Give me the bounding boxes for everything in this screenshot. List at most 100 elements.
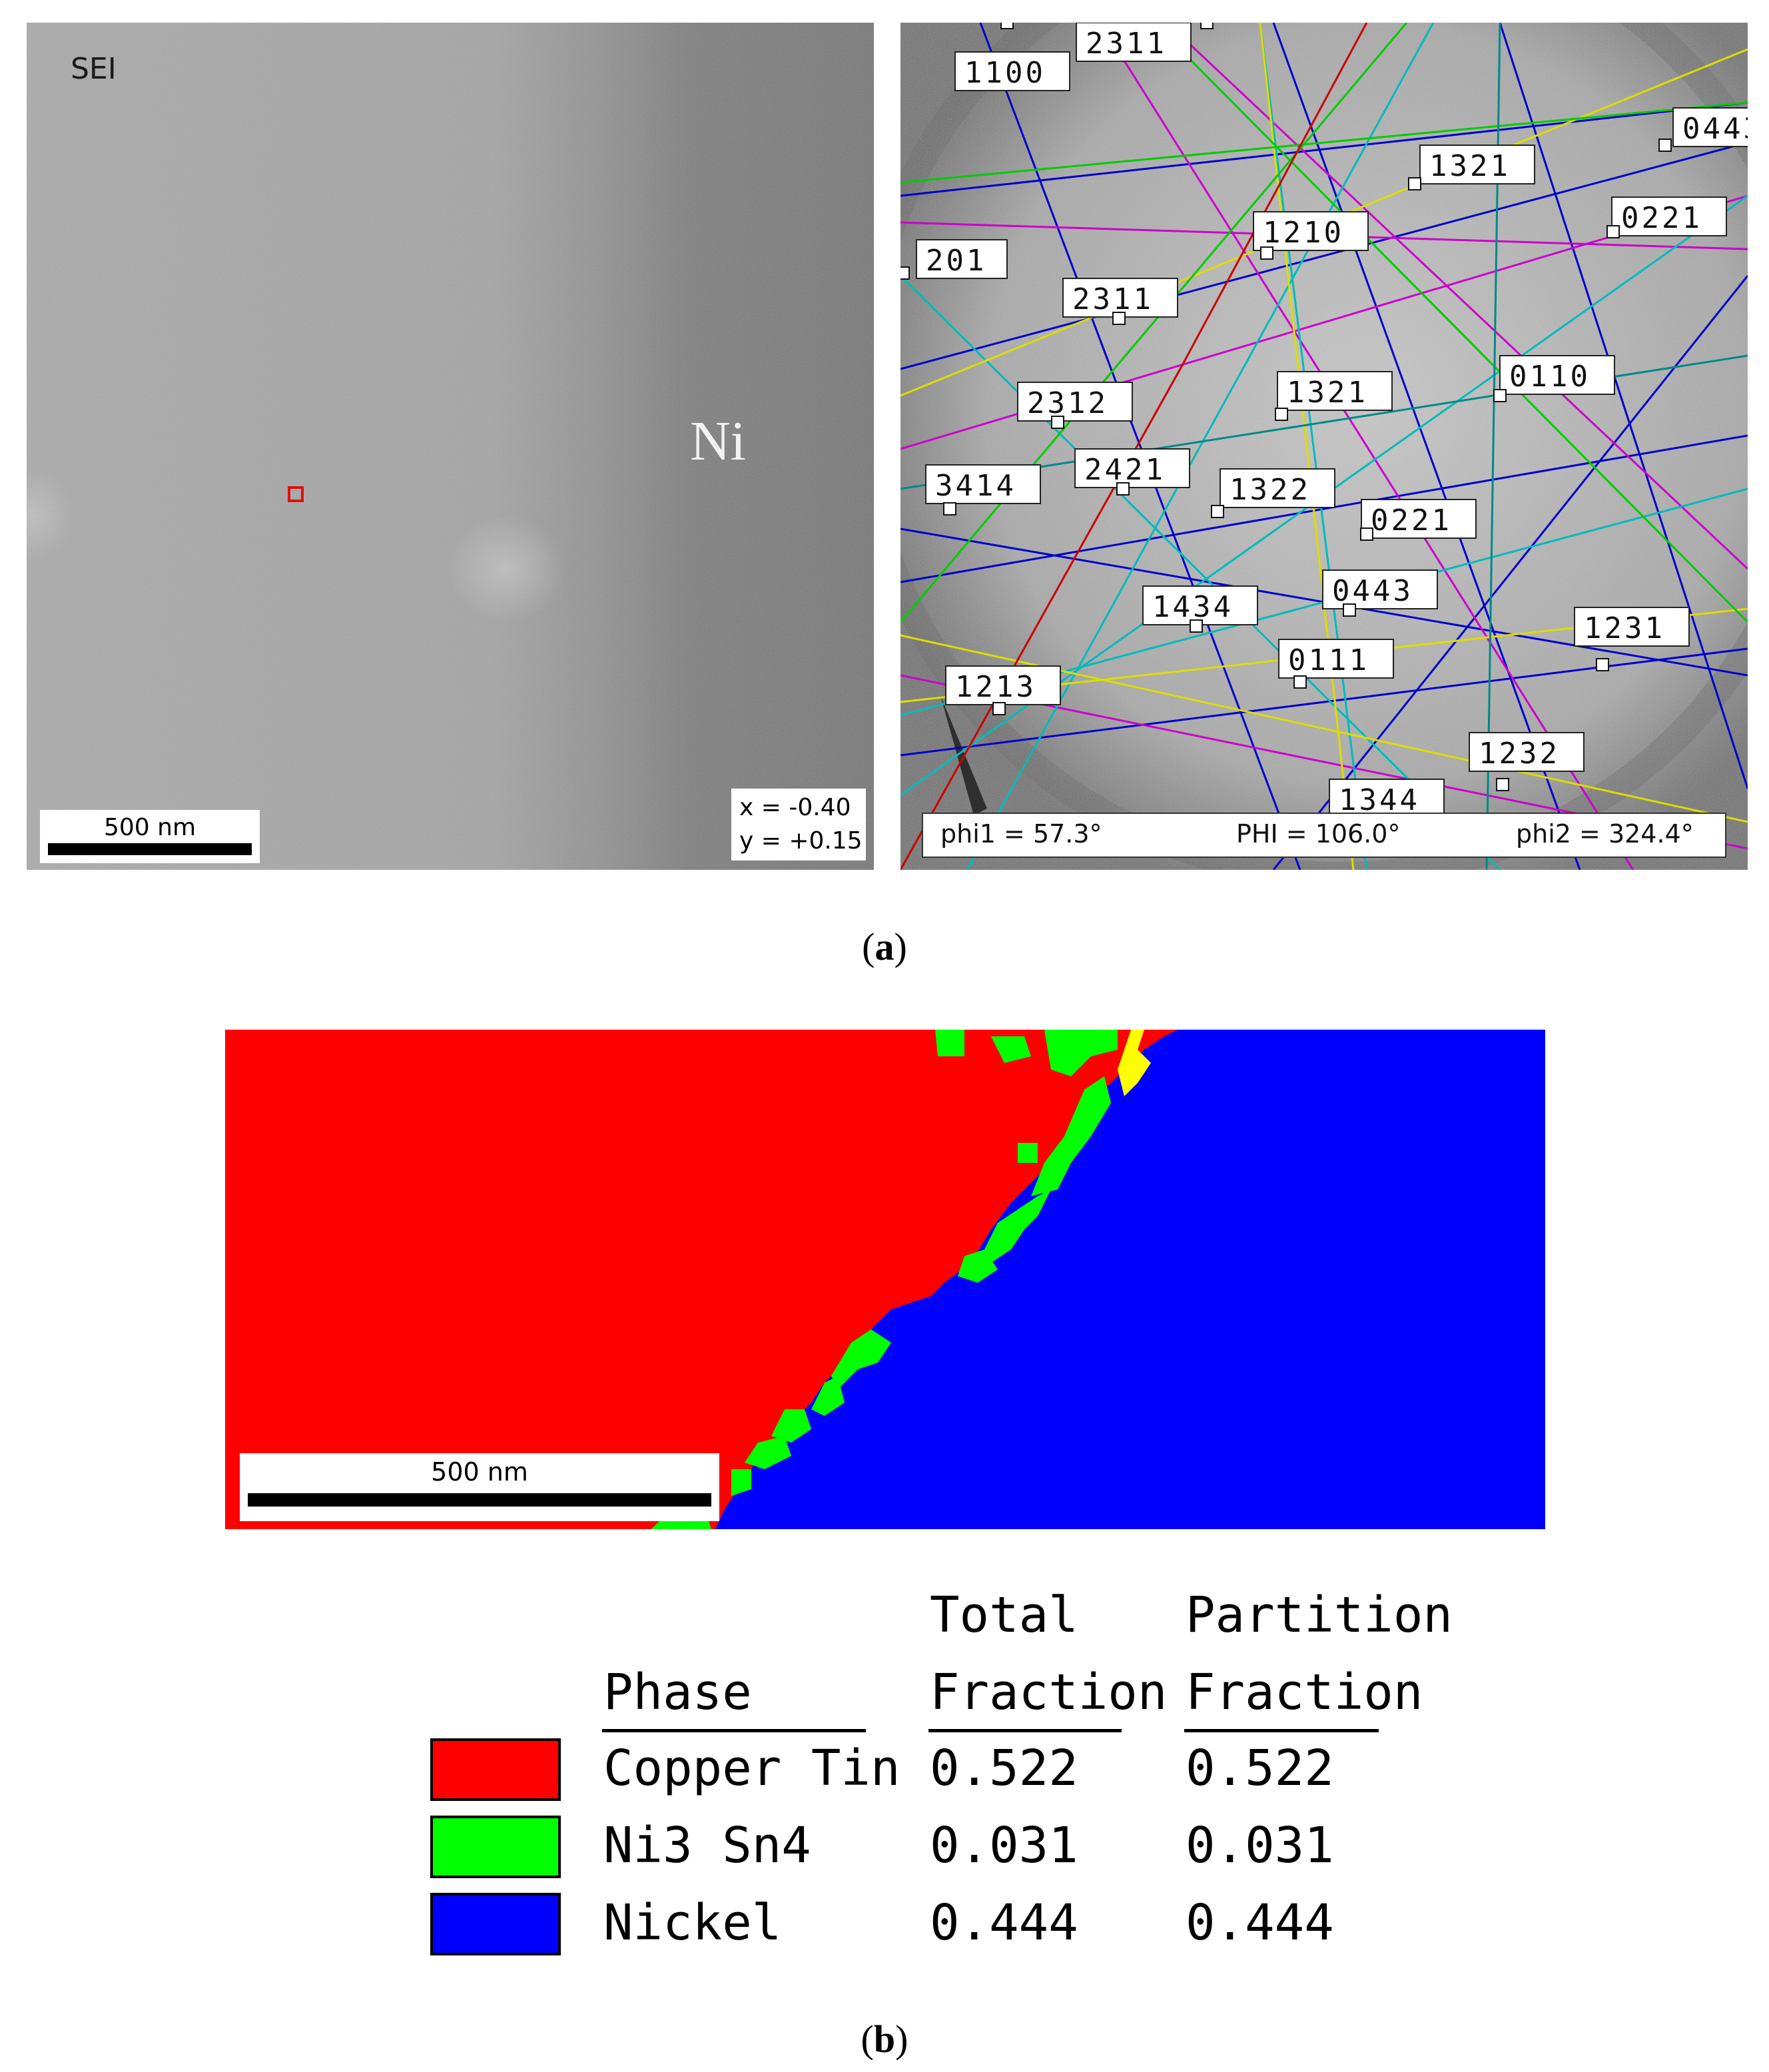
zone-axis-label-box — [945, 665, 1061, 705]
zone-axis-label: 2421 — [1084, 453, 1166, 487]
zone-axis-marker — [1275, 408, 1288, 421]
kikuchi-zone-axis: 1210 — [1253, 211, 1369, 260]
kikuchi-band-line — [1166, 23, 1748, 570]
kikuchi-band-line — [1499, 23, 1748, 789]
zone-axis-label: 1321 — [1429, 149, 1511, 183]
zone-axis-label-box — [1611, 196, 1727, 236]
kikuchi-band-line — [900, 101, 1748, 184]
kikuchi-zone-axis: 1100 — [954, 23, 1070, 91]
kikuchi-zone-axis: 0221 — [1360, 499, 1477, 541]
zone-axis-marker — [1000, 23, 1014, 29]
zone-axis-marker — [1596, 658, 1609, 671]
zone-axis-label-box — [1076, 23, 1192, 62]
header-rule-partition — [1184, 1729, 1379, 1732]
zone-axis-label: 2311 — [1086, 27, 1167, 61]
zone-axis-label-box — [1574, 607, 1690, 647]
zone-axis-label-box — [916, 239, 1008, 279]
kikuchi-band-line — [900, 141, 1748, 370]
kikuchi-zone-axis: 2311 — [1076, 23, 1214, 62]
kikuchi-zone-axis: 2312 — [1017, 382, 1133, 429]
kikuchi-band-line — [1099, 23, 1634, 870]
kikuchi-zone-axis: 0221 — [1606, 196, 1727, 238]
zone-axis-marker — [943, 502, 956, 516]
coordinate-readout: x = -0.40 y = +0.15 — [731, 789, 866, 861]
kikuchi-zone-axis: 2421 — [1074, 448, 1190, 496]
zone-axis-label-box — [1277, 371, 1393, 411]
kikuchi-zone-axis: 3414 — [925, 464, 1041, 516]
kikuchi-zone-axis: 1322 — [1211, 468, 1335, 518]
zone-axis-label-box — [1278, 639, 1394, 679]
header-rule-phase — [602, 1729, 866, 1732]
header-rule-total — [928, 1729, 1122, 1732]
phase-map-scale-bar: 500 nm — [240, 1453, 719, 1521]
zone-axis-label: 0110 — [1509, 360, 1591, 394]
zone-axis-label: 201 — [926, 244, 986, 278]
kikuchi-zone-axis: 1321 — [1408, 145, 1535, 190]
phase-map-graphic — [225, 1030, 1545, 1529]
legend-phase-nickel: Nickel — [603, 1894, 782, 1951]
phase-map: 500 nm — [225, 1030, 1545, 1529]
kikuchi-pattern-graphic: 1100 2311 0443 1321 0221 1210 201 2311 2312 1321 0… — [900, 23, 1748, 870]
zone-axis-label: 0443 — [1682, 112, 1748, 146]
kikuchi-zone-axis: 1344 — [1329, 779, 1445, 826]
kikuchi-zone-axis: 0443 — [1658, 107, 1748, 152]
euler-angles-readout: phi1 = 57.3° PHI = 106.0° phi2 = 324.4° — [922, 813, 1726, 858]
zone-axis-label: 2312 — [1027, 386, 1108, 420]
kikuchi-band-line — [900, 23, 1408, 623]
coordinate-y: y = +0.15 — [739, 827, 863, 855]
zone-axis-label: 0111 — [1288, 643, 1369, 677]
zone-axis-marker — [1200, 23, 1214, 29]
zone-axis-marker — [1293, 675, 1307, 689]
zone-axis-label: 0221 — [1621, 201, 1702, 235]
zone-axis-label-box — [1469, 732, 1585, 772]
phase-map-scale-label: 500 nm — [431, 1457, 528, 1487]
kikuchi-zone-axis: 1213 — [945, 665, 1061, 715]
zone-axis-label-box — [1017, 382, 1133, 422]
zone-axis-label-box — [1672, 107, 1748, 147]
zone-axis-label-box — [925, 464, 1041, 504]
zone-axis-marker — [1112, 312, 1126, 325]
zone-axis-label-box — [1329, 779, 1445, 819]
sem-mode-label: SEI — [71, 52, 117, 86]
zone-axis-marker — [1211, 505, 1224, 518]
kikuchi-band-line — [1259, 23, 1368, 870]
zone-axis-marker — [1493, 389, 1507, 402]
zone-axis-label: 0443 — [1332, 574, 1413, 608]
legend-swatch-copper-tin — [430, 1738, 561, 1801]
kikuchi-zone-axis: 2311 — [1062, 278, 1178, 325]
zone-axis-label-box — [1419, 145, 1535, 184]
zone-axis-label-box — [1322, 569, 1438, 609]
unindexed-pixels — [1118, 1030, 1151, 1096]
nickel-region — [705, 1030, 1545, 1529]
zone-axis-marker — [1408, 177, 1421, 190]
kikuchi-pattern: 1100 2311 0443 1321 0221 1210 201 2311 2312 1321 0… — [900, 23, 1748, 870]
legend-partition-ni3sn4: 0.031 — [1186, 1817, 1334, 1874]
zone-axis-label: 1321 — [1287, 376, 1368, 410]
zone-axis-marker — [1116, 482, 1130, 496]
kikuchi-zone-axis: 1232 — [1469, 732, 1585, 791]
zone-axis-label: 1232 — [1479, 737, 1560, 771]
header-partition-line1: Partition — [1186, 1586, 1453, 1644]
kikuchi-zone-axis: 0443 — [1322, 569, 1438, 617]
sem-scale-bar: 500 nm — [40, 810, 260, 863]
legend-swatch-ni3sn4 — [430, 1816, 561, 1878]
zone-axis-label: 2311 — [1072, 282, 1154, 316]
header-phase: Phase — [603, 1664, 752, 1721]
zone-axis-marker — [1260, 246, 1273, 260]
sem-scale-line — [48, 843, 252, 855]
header-partition-line2: Fraction — [1186, 1664, 1423, 1721]
kikuchi-band-line — [900, 434, 1748, 583]
zone-axis-marker — [992, 702, 1006, 715]
nickel-region-label: Ni — [690, 410, 746, 472]
sem-image-background — [27, 23, 874, 870]
zone-axis-marker — [1496, 778, 1509, 791]
legend-total-nickel: 0.444 — [930, 1894, 1078, 1951]
caption-a: (a) — [862, 925, 907, 968]
kikuchi-zone-axis: 0110 — [1493, 355, 1615, 402]
zone-axis-label: 1344 — [1339, 783, 1420, 817]
kikuchi-zone-axis: 1321 — [1275, 371, 1393, 421]
zone-axis-label: 1322 — [1230, 473, 1311, 507]
phase-map-scale-line — [248, 1493, 711, 1507]
kikuchi-band-line — [966, 23, 1435, 870]
euler-PHI: PHI = 106.0° — [1236, 819, 1401, 849]
